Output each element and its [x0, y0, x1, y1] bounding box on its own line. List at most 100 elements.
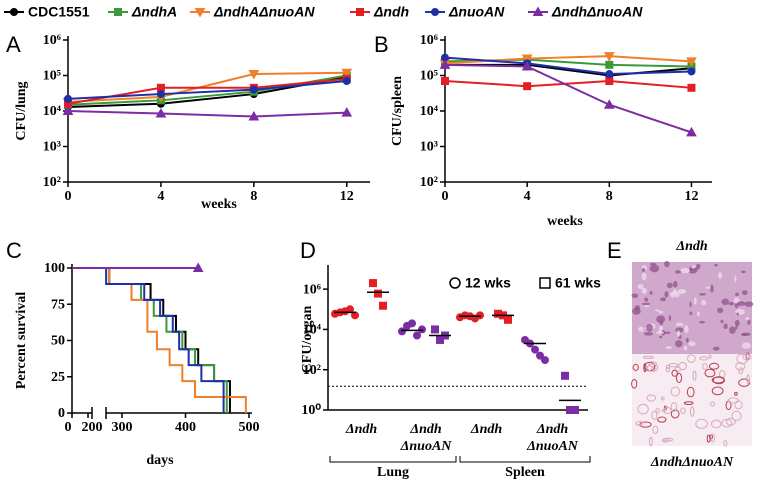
x-tick-label: 400 — [175, 420, 196, 435]
marker — [539, 277, 551, 289]
marker — [248, 70, 260, 80]
texture-blob — [692, 370, 697, 381]
y-tick-label: 10³ — [43, 140, 61, 155]
texture-blob — [706, 434, 711, 443]
y-tick-label: 25 — [51, 370, 65, 385]
texture-blob — [708, 362, 720, 370]
texture-blob — [683, 401, 694, 406]
x-tick-label: 200 — [82, 420, 103, 435]
marker — [686, 57, 697, 67]
legend-label: ΔndhA — [131, 4, 177, 20]
texture-blob — [731, 410, 742, 421]
texture-blob — [676, 330, 681, 337]
y-tick-label: 10⁶ — [420, 33, 438, 48]
texture-blob — [717, 307, 724, 314]
marker — [494, 309, 502, 318]
texture-blob — [658, 335, 663, 339]
texture-blob — [663, 331, 671, 334]
texture-blob — [710, 284, 714, 293]
x-tick-label: 4 — [524, 189, 531, 204]
texture-blob — [736, 301, 746, 306]
survival-curve — [72, 267, 228, 413]
marker — [10, 8, 18, 16]
texture-blob — [666, 282, 673, 289]
texture-blob — [709, 401, 716, 407]
marker — [476, 311, 484, 320]
texture-blob — [693, 297, 697, 305]
texture-blob — [680, 407, 686, 415]
texture-blob — [721, 298, 729, 306]
marker — [531, 345, 539, 354]
x-tick-label: 4 — [157, 189, 164, 204]
legend-label: ΔnuoAN — [448, 4, 505, 20]
texture-blob — [669, 291, 680, 298]
texture-blob — [735, 325, 738, 330]
texture-blob — [649, 290, 653, 295]
texture-blob — [689, 311, 693, 316]
texture-blob — [729, 326, 736, 334]
texture-blob — [661, 408, 666, 413]
texture-blob — [639, 421, 652, 428]
legend-label: CDC1551 — [28, 4, 90, 20]
texture-blob — [734, 275, 737, 283]
y-axis-label: Percent survival — [14, 292, 29, 389]
y-tick-label: 10⁶ — [303, 282, 321, 297]
panel-letter: C — [6, 238, 22, 263]
series-line — [67, 110, 347, 118]
texture-blob — [661, 438, 670, 443]
texture-blob — [734, 391, 738, 396]
texture-blob — [648, 436, 653, 447]
texture-blob — [668, 315, 672, 322]
texture-blob — [631, 378, 638, 389]
x-tick-label: 12 — [340, 189, 354, 204]
texture-blob — [685, 337, 689, 343]
survival-curve — [72, 267, 247, 413]
texture-blob — [704, 368, 716, 378]
texture-blob — [675, 340, 683, 348]
texture-blob — [660, 396, 665, 401]
texture-blob — [641, 302, 651, 306]
marker — [249, 85, 258, 94]
marker — [114, 8, 122, 16]
marker — [248, 110, 260, 121]
y-tick-label: 10⁵ — [420, 69, 438, 84]
marker — [341, 68, 353, 79]
texture-blob — [670, 402, 678, 412]
y-tick-label: 75 — [51, 297, 65, 312]
marker — [566, 406, 574, 414]
marker — [523, 82, 532, 91]
texture-blob — [649, 262, 657, 266]
texture-blob — [736, 353, 748, 365]
texture-blob — [670, 386, 681, 397]
texture-blob — [689, 406, 695, 417]
texture-blob — [699, 356, 709, 361]
legend-label: ΔndhAΔnuoAN — [213, 4, 315, 20]
texture-blob — [680, 267, 690, 274]
texture-blob — [637, 403, 649, 415]
texture-blob — [654, 309, 660, 312]
panel-letter: B — [374, 32, 389, 57]
group-bracket — [459, 456, 591, 463]
marker — [687, 67, 696, 76]
image-label: ΔndhΔnuoAN — [650, 455, 734, 470]
marker — [413, 331, 421, 340]
texture-blob — [663, 407, 672, 414]
x-axis-label: days — [146, 453, 174, 468]
texture-blob — [698, 293, 706, 296]
texture-blob — [644, 297, 649, 302]
y-tick-label: 10⁴ — [303, 323, 322, 338]
category-label: Δndh — [470, 422, 503, 437]
texture-blob — [714, 263, 719, 267]
y-tick-label: 50 — [51, 334, 65, 349]
texture-blob — [664, 260, 670, 268]
texture-blob — [712, 346, 720, 351]
legend-label: 12 wks — [465, 275, 511, 291]
marker — [687, 83, 696, 92]
marker — [686, 126, 697, 137]
marker — [605, 60, 614, 69]
texture-blob — [646, 363, 659, 372]
marker — [561, 371, 569, 380]
texture-blob — [711, 419, 722, 429]
texture-blob — [738, 367, 744, 375]
marker — [342, 76, 351, 85]
